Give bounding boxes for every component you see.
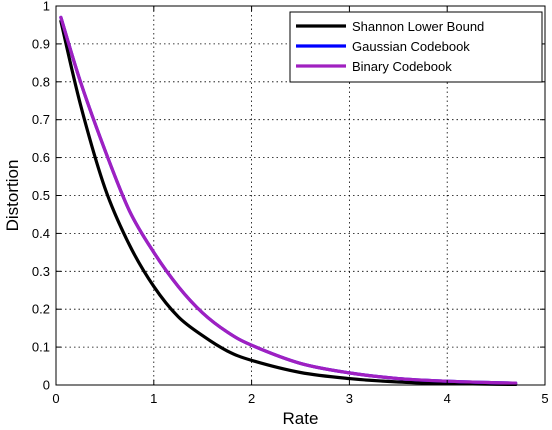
x-tick-label: 1 — [150, 391, 157, 406]
y-tick-label: 0.4 — [32, 226, 50, 241]
legend-label-binary-codebook: Binary Codebook — [352, 59, 452, 74]
legend: Shannon Lower Bound Gaussian Codebook Bina… — [289, 11, 543, 83]
x-tick-label: 5 — [541, 391, 548, 406]
y-axis-title: Distortion — [3, 160, 22, 232]
legend-label-shannon-lower-bound: Shannon Lower Bound — [352, 19, 484, 34]
y-tick-label: 0.1 — [32, 340, 50, 355]
legend-label-gaussian-codebook: Gaussian Codebook — [352, 39, 470, 54]
y-tick-label: 0 — [43, 378, 50, 393]
series-line-shannon-lower-bound — [59, 19, 518, 387]
y-tick-label: 1 — [43, 0, 50, 14]
x-tick-label: 0 — [52, 391, 59, 406]
y-tick-label: 0.7 — [32, 112, 50, 127]
y-tick-label: 0.8 — [32, 74, 50, 89]
x-tick-label: 3 — [346, 391, 353, 406]
x-tick-label: 2 — [248, 391, 255, 406]
y-tick-label: 0.5 — [32, 188, 50, 203]
x-tick-label: 4 — [444, 391, 451, 406]
y-tick-label: 0.6 — [32, 150, 50, 165]
axis-ticks — [55, 5, 546, 386]
y-tick-label: 0.3 — [32, 264, 50, 279]
series-lines — [59, 15, 518, 387]
y-tick-label: 0.2 — [32, 302, 50, 317]
series-line-binary-codebook — [59, 15, 518, 385]
tick-labels: 0 1 2 3 4 5 0 0.1 0.2 0.3 0.4 0.5 0.6 0.7 0.8 0.9 1 — [32, 0, 549, 406]
y-tick-label: 0.9 — [32, 36, 50, 51]
x-axis-title: Rate — [283, 409, 319, 428]
